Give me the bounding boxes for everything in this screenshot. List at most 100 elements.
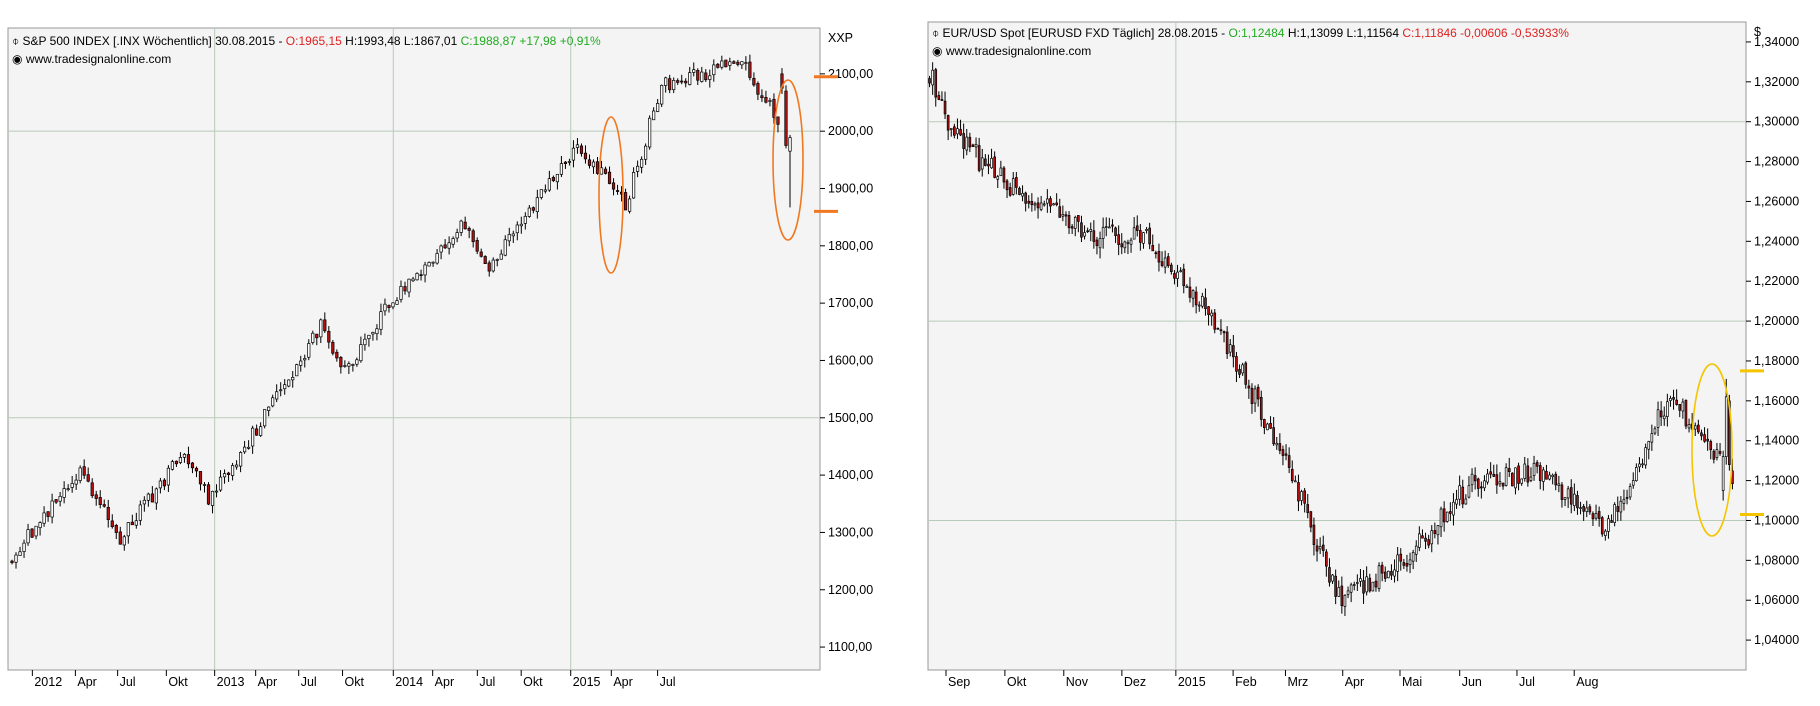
eurusd-candle-body <box>1011 178 1015 195</box>
spx-candle-body <box>222 473 227 478</box>
eurusd-candle-body <box>1086 230 1089 233</box>
spx-candle-body <box>98 497 102 505</box>
eurusd-candle-body <box>1489 471 1492 475</box>
spx-candle-body <box>283 384 287 390</box>
eurusd-candle-body <box>1724 396 1728 458</box>
eurusd-candle-body <box>1467 485 1471 498</box>
eurusd-candle-body <box>1427 539 1430 546</box>
spx-candle-body <box>627 198 632 212</box>
eurusd-candle-body <box>1111 224 1114 227</box>
eurusd-xtick-label: Dez <box>1124 675 1146 689</box>
spx-candle-body <box>615 190 620 192</box>
spx-candle-body <box>150 493 154 503</box>
eurusd-candle-body <box>1542 469 1545 482</box>
eurusd-candle-body <box>1266 423 1269 431</box>
eurusd-candle-body <box>1061 213 1065 217</box>
eurusd-candle-body <box>1306 504 1310 513</box>
eurusd-candle-body <box>1244 362 1248 385</box>
eurusd-xtick-label: Nov <box>1066 675 1089 689</box>
spx-candle-body <box>182 453 187 458</box>
spx-candle-body <box>379 311 383 330</box>
eurusd-candle-body <box>1312 524 1316 546</box>
eurusd-candle-body <box>1693 425 1697 430</box>
eurusd-candle-body <box>1604 530 1607 536</box>
spx-candle-body <box>676 80 680 83</box>
eurusd-candle-body <box>1058 206 1062 218</box>
spx-candle-body <box>527 207 531 217</box>
spx-candle-body <box>122 536 126 546</box>
spx-candle-body <box>206 484 211 505</box>
spx-candle-body <box>230 465 235 476</box>
eurusd-candle-body <box>1089 229 1093 232</box>
spx-candle-body <box>279 389 283 392</box>
spx-candle-body <box>455 232 459 239</box>
eurusd-candle-body <box>984 158 987 166</box>
spx-candle-body <box>768 100 772 102</box>
spx-candle-body <box>315 333 319 339</box>
eurusd-candle-body <box>1213 312 1217 330</box>
spx-candle-body <box>30 528 34 538</box>
eurusd-candle-body <box>1421 535 1424 539</box>
eurusd-candle-body <box>1523 463 1527 479</box>
eurusd-candle-body <box>1278 443 1282 451</box>
spx-xtick-label: Apr <box>258 675 277 689</box>
spx-candle-body <box>756 83 760 95</box>
eurusd-candle-body <box>1163 257 1167 268</box>
eurusd-candle-body <box>1117 234 1120 245</box>
eurusd-candle-body <box>1272 427 1275 445</box>
spx-candle-body <box>18 551 22 556</box>
eurusd-candle-body <box>1563 497 1567 500</box>
spx-candle-body <box>178 457 183 463</box>
eurusd-ytick-label: 1,34000 <box>1754 35 1799 49</box>
eurusd-ytick-label: 1,16000 <box>1754 394 1799 408</box>
spx-candle-body <box>234 464 239 468</box>
eurusd-candle-body <box>1631 480 1635 486</box>
eurusd-candle-body <box>1070 226 1074 229</box>
spx-candle-body <box>688 72 692 85</box>
eurusd-candle-body <box>1328 567 1331 583</box>
spx-xtick-label: 2015 <box>573 675 601 689</box>
eurusd-candle-body <box>1476 478 1480 489</box>
eurusd-candle-body <box>1551 474 1554 478</box>
eurusd-candle-body <box>1170 264 1173 273</box>
spx-candle-body <box>166 467 170 486</box>
spx-candle-body <box>575 144 580 148</box>
spx-ytick-label: 1100,00 <box>828 640 872 654</box>
spx-candle-body <box>579 145 584 154</box>
eurusd-candle-body <box>1092 230 1096 242</box>
eurusd-candle-body <box>1139 230 1142 243</box>
eurusd-candle-body <box>1675 399 1678 405</box>
spx-candle-body <box>323 319 327 332</box>
eurusd-candle-body <box>1582 506 1585 512</box>
eurusd-candle-body <box>1331 574 1334 582</box>
eurusd-ytick-label: 1,28000 <box>1754 155 1799 169</box>
eurusd-candle-body <box>1362 580 1365 594</box>
eurusd-candle-body <box>1517 465 1520 484</box>
spx-candle-body <box>255 428 259 436</box>
spx-candle-body <box>716 63 720 68</box>
spx-xtick-label: Apr <box>77 675 96 689</box>
spx-candle-body <box>632 172 636 199</box>
eurusd-candle-body <box>1309 511 1313 528</box>
eurusd-candle-body <box>1613 504 1616 523</box>
spx-candle-body <box>660 85 664 105</box>
eurusd-candle-body <box>1225 331 1229 355</box>
spx-candle-body <box>772 98 776 118</box>
spx-candle-body <box>367 334 371 340</box>
spx-candle-body <box>10 560 14 564</box>
eurusd-candle-body <box>1628 486 1632 498</box>
spx-candle-body <box>134 520 138 526</box>
eurusd-candle-body <box>1721 456 1725 491</box>
eurusd-candle-body <box>1160 261 1164 266</box>
spx-ytick-label: 1600,00 <box>828 353 873 367</box>
eurusd-candle-body <box>1511 472 1514 487</box>
eurusd-candle-body <box>971 144 975 147</box>
spx-candle-body <box>42 512 46 524</box>
eurusd-candle-body <box>1566 488 1570 499</box>
eurusd-candle-body <box>996 176 1000 180</box>
spx-candle-body <box>86 474 90 482</box>
eurusd-candle-body <box>931 69 934 86</box>
eurusd-candle-body <box>1669 398 1672 401</box>
eurusd-candle-body <box>1343 594 1347 607</box>
eurusd-candle-body <box>1232 345 1235 358</box>
